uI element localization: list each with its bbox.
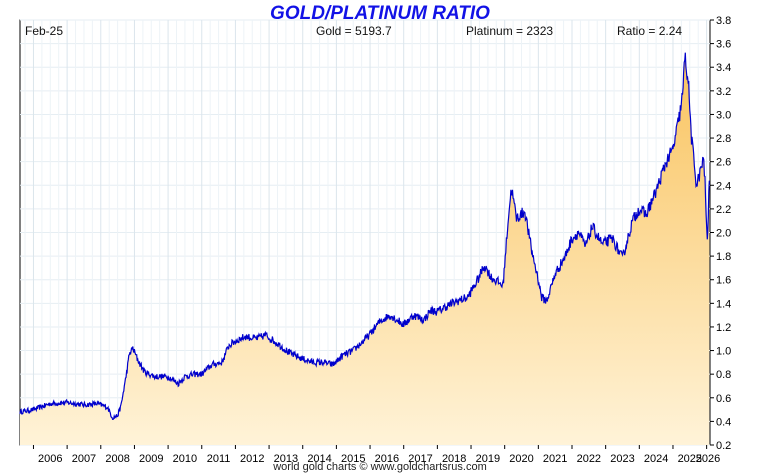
- y-tick-label: 3.6: [716, 39, 731, 51]
- x-tick-label: 2008: [105, 453, 129, 465]
- y-tick-label: 3.4: [716, 62, 731, 74]
- platinum-price-label: Platinum = 2323: [466, 24, 554, 38]
- x-tick-label: 2025: [678, 453, 702, 465]
- x-tick-label: 2018: [442, 453, 466, 465]
- x-tick-label: 2010: [173, 453, 197, 465]
- y-tick-label: 0.8: [716, 369, 731, 381]
- y-tick-label: 2.0: [716, 228, 731, 240]
- x-tick-label: 2022: [577, 453, 601, 465]
- x-tick-label: 2017: [408, 453, 432, 465]
- ratio-value-label: Ratio = 2.24: [617, 24, 683, 38]
- ratio-series-line: [19, 52, 710, 420]
- y-tick-label: 1.6: [716, 275, 731, 287]
- x-tick-label: 2011: [207, 453, 231, 465]
- y-tick-label: 2.2: [716, 204, 731, 216]
- x-tick-label: 2014: [307, 453, 331, 465]
- y-tick-label: 0.4: [716, 416, 731, 428]
- x-tick-label: 2006: [38, 453, 62, 465]
- y-tick-label: 3.8: [716, 15, 731, 27]
- x-tick-label: 2019: [476, 453, 500, 465]
- chart-title: GOLD/PLATINUM RATIO: [270, 3, 490, 24]
- x-tick-label: 2007: [72, 453, 96, 465]
- y-tick-label: 1.4: [716, 298, 731, 310]
- y-tick-label: 1.2: [716, 322, 731, 334]
- y-tick-label: 0.2: [716, 440, 731, 452]
- axes: 0.2 0.4 0.6 0.8 1.0 1.2 1.4 1.6 1.8 2.0 2.2 2.4 2.6 2…: [32, 15, 731, 465]
- y-tick-label: 2.6: [716, 157, 731, 169]
- x-tick-label: 2009: [139, 453, 163, 465]
- x-tick-label: 2023: [610, 453, 634, 465]
- y-tick-label: 3.0: [716, 109, 731, 121]
- x-tick-label: 2012: [240, 453, 264, 465]
- x-tick-label: 2026: [696, 453, 720, 465]
- y-tick-label: 1.0: [716, 346, 731, 358]
- ratio-area-fill: [20, 52, 710, 445]
- y-tick-label: 1.8: [716, 251, 731, 263]
- x-tick-label: 2020: [509, 453, 533, 465]
- x-tick-label: 2015: [341, 453, 365, 465]
- y-tick-label: 0.6: [716, 393, 731, 405]
- x-tick-label: 2016: [375, 453, 399, 465]
- y-tick-label: 2.8: [716, 133, 731, 145]
- x-tick-label: 2024: [644, 453, 668, 465]
- gold-price-label: Gold = 5193.7: [316, 24, 392, 38]
- footer-credit: world gold charts © www.goldchartsrus.co…: [273, 461, 487, 473]
- x-tick-label: 2013: [274, 453, 298, 465]
- y-tick-label: 2.4: [716, 180, 731, 192]
- y-tick-label: 3.2: [716, 86, 731, 98]
- x-tick-label: 2021: [543, 453, 567, 465]
- date-label: Feb-25: [25, 24, 64, 38]
